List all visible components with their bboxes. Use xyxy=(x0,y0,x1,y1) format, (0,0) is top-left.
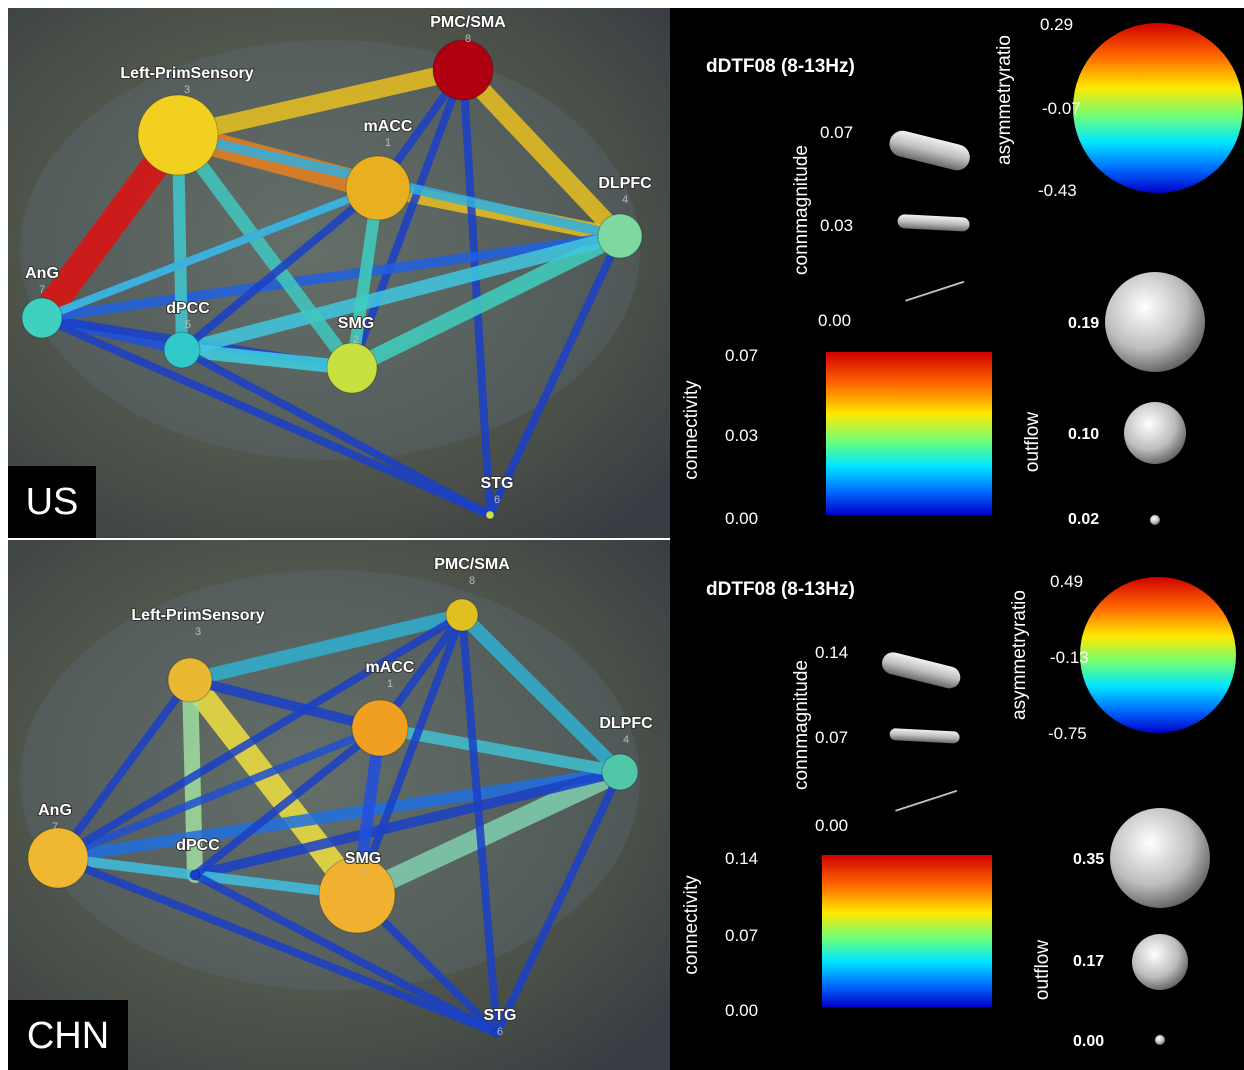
colorbar xyxy=(826,352,992,515)
asymmetry-sphere xyxy=(1080,577,1236,733)
node-index: 7 xyxy=(39,284,45,296)
node-index: 2 xyxy=(353,334,359,346)
node-index: 6 xyxy=(494,494,500,506)
tick-label: 0.00 xyxy=(818,311,851,330)
axis-label: outflow xyxy=(1022,412,1043,472)
axis-label: outflow xyxy=(1032,940,1053,1000)
node xyxy=(327,343,377,393)
node-index: 5 xyxy=(195,856,201,868)
node-index: 2 xyxy=(360,869,366,881)
axis-label: asymmetryratio xyxy=(994,35,1015,165)
axis-label: asymmetryratio xyxy=(1009,590,1030,720)
node-index: 1 xyxy=(387,678,393,690)
legend-title: dDTF08 (8-13Hz) xyxy=(706,56,855,77)
node-label: AnG xyxy=(25,265,59,282)
tick-label: 0.00 xyxy=(1073,1033,1104,1050)
node xyxy=(352,700,408,756)
outflow-sphere xyxy=(1105,272,1205,372)
node-index: 8 xyxy=(465,33,471,45)
node xyxy=(28,828,88,888)
tick-label: 0.14 xyxy=(725,849,758,868)
outflow-sphere xyxy=(1132,934,1188,990)
tick-label: 0.49 xyxy=(1050,572,1083,591)
node xyxy=(433,40,493,100)
tick-label: -0.13 xyxy=(1050,648,1089,667)
tick-label: 0.00 xyxy=(815,816,848,835)
outflow-sphere xyxy=(1124,402,1186,464)
node-label: dPCC xyxy=(166,300,210,317)
node-index: 4 xyxy=(622,194,628,206)
tick-label: 0.02 xyxy=(1068,511,1099,528)
node-label: SMG xyxy=(338,315,374,332)
node xyxy=(168,658,212,702)
tick-label: 0.07 xyxy=(725,926,758,945)
node xyxy=(602,754,638,790)
tick-label: 0.07 xyxy=(815,728,848,747)
outflow-sphere xyxy=(1110,808,1210,908)
node-label: SMG xyxy=(345,850,381,867)
axis-label: connectivity xyxy=(681,380,702,480)
tick-label: 0.29 xyxy=(1040,15,1073,34)
axis-label: connectivity xyxy=(681,875,702,975)
figure: PMC/SMA 8 Left-PrimSensory 3 mACC 1 DLPFC 4 AnG 7… xyxy=(0,0,1244,1070)
tick-label: 0.00 xyxy=(725,1001,758,1020)
tick-label: 0.10 xyxy=(1068,426,1099,443)
node-index: 7 xyxy=(52,821,58,833)
tick-label: 0.07 xyxy=(820,123,853,142)
tick-label: 0.35 xyxy=(1073,851,1104,868)
tick-label: -0.07 xyxy=(1042,99,1081,118)
node-label: DLPFC xyxy=(598,175,652,192)
node xyxy=(164,332,200,368)
node-index: 3 xyxy=(195,626,201,638)
node-label: AnG xyxy=(38,802,72,819)
node-label: mACC xyxy=(364,118,413,135)
tick-label: 0.03 xyxy=(820,216,853,235)
node xyxy=(346,156,410,220)
axis-label: connmagnitude xyxy=(791,660,812,790)
tick-label: -0.75 xyxy=(1048,724,1087,743)
node-index: 6 xyxy=(497,1026,503,1038)
tick-label: 0.17 xyxy=(1073,953,1104,970)
page: {"panels":[ {"group":"US", "nodes":[{"la… xyxy=(0,0,1244,1070)
axis-label: connmagnitude xyxy=(791,145,812,275)
tick-label: 0.07 xyxy=(725,346,758,365)
node-label: mACC xyxy=(366,659,415,676)
node xyxy=(446,599,478,631)
colorbar xyxy=(822,855,992,1007)
node-label: dPCC xyxy=(176,837,220,854)
node-index: 3 xyxy=(184,84,190,96)
node-label: DLPFC xyxy=(599,715,653,732)
node-index: 4 xyxy=(623,734,629,746)
tick-label: 0.19 xyxy=(1068,315,1099,332)
node-label: PMC/SMA xyxy=(434,556,510,573)
node xyxy=(598,214,642,258)
tick-label: 0.03 xyxy=(725,426,758,445)
node xyxy=(319,857,395,933)
node-index: 8 xyxy=(469,575,475,587)
tick-label: 0.00 xyxy=(725,509,758,528)
asymmetry-sphere xyxy=(1073,23,1243,193)
outflow-sphere xyxy=(1150,515,1160,525)
outflow-sphere xyxy=(1155,1035,1165,1045)
node-label: Left-PrimSensory xyxy=(120,65,253,82)
node-label: Left-PrimSensory xyxy=(131,607,264,624)
node xyxy=(486,511,494,519)
node-label: STG xyxy=(481,475,514,492)
node-index: 1 xyxy=(385,137,391,149)
node-label: PMC/SMA xyxy=(430,14,506,31)
node-index: 5 xyxy=(185,319,191,331)
tick-label: 0.14 xyxy=(815,643,848,662)
node-label: STG xyxy=(484,1007,517,1024)
node xyxy=(138,95,218,175)
node xyxy=(190,870,200,880)
group-label: CHN xyxy=(27,1015,109,1057)
legend-title: dDTF08 (8-13Hz) xyxy=(706,579,855,600)
node xyxy=(22,298,62,338)
tick-label: -0.43 xyxy=(1038,181,1077,200)
group-label: US xyxy=(26,481,79,523)
